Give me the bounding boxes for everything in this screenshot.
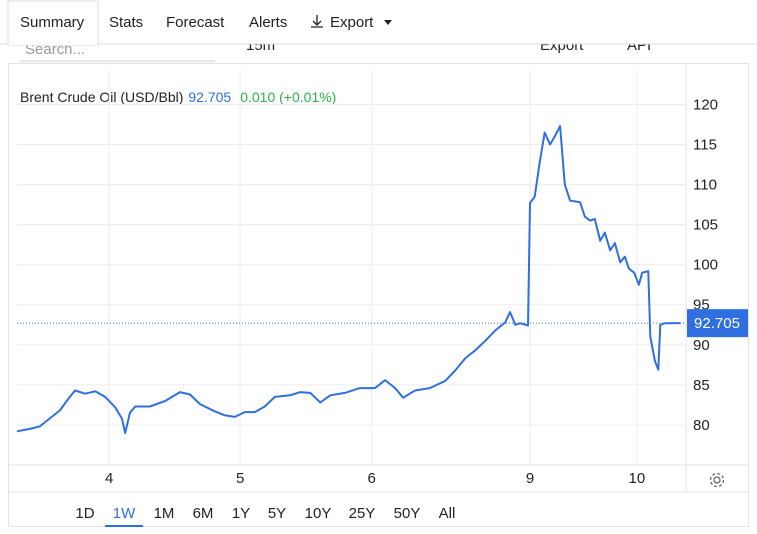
export-caret: [384, 20, 392, 25]
range-button[interactable]: 1M: [154, 505, 175, 522]
export-icon: [311, 15, 323, 28]
tab[interactable]: Forecast: [166, 14, 225, 31]
tab[interactable]: Summary: [20, 14, 85, 31]
chart-frame: [8, 63, 749, 527]
chart-title: Brent Crude Oil (USD/Bbl): [20, 89, 183, 105]
y-tick-label: 85: [693, 377, 710, 394]
tabs: Summary Stats Forecast Alerts Export: [20, 14, 374, 31]
tab[interactable]: Export: [330, 14, 374, 31]
y-tick-label: 80: [693, 417, 710, 434]
range-button[interactable]: 1Y: [232, 505, 250, 522]
last-value-tag-label: 92.705: [694, 315, 740, 332]
settings-icon[interactable]: [709, 472, 725, 488]
range-button[interactable]: 5Y: [268, 505, 286, 522]
active-tab-box: [7, 0, 99, 46]
last-value: 92.705: [188, 89, 231, 105]
x-tick-label: 5: [236, 470, 244, 487]
y-tick-label: 100: [693, 257, 718, 274]
y-tick-label: 110: [693, 177, 717, 194]
range-button[interactable]: 1D: [75, 505, 94, 522]
range-button[interactable]: 1W: [113, 505, 136, 522]
x-tick-label: 9: [526, 470, 534, 487]
y-tick-label: 90: [693, 337, 710, 354]
x-tick-label: 10: [629, 470, 646, 487]
tab[interactable]: Stats: [109, 14, 143, 31]
range-button[interactable]: 6M: [193, 505, 214, 522]
tab-bar: [0, 0, 757, 44]
y-tick-label: 105: [693, 217, 718, 234]
range-button[interactable]: 25Y: [349, 505, 376, 522]
change: 0.010 (+0.01%): [240, 89, 336, 105]
x-tick-label: 4: [105, 470, 113, 487]
x-tick-label: 6: [368, 470, 376, 487]
y-tick-label: 120: [693, 96, 718, 113]
tab[interactable]: Alerts: [249, 14, 287, 31]
last-value-tag: [687, 309, 748, 338]
chart-header: Brent Crude Oil (USD/Bbl) 92.705 0.010 (+0…: [20, 89, 336, 105]
range-button[interactable]: 10Y: [305, 505, 332, 522]
range-button[interactable]: All: [439, 505, 456, 522]
price-line: [16, 125, 681, 434]
y-tick-label: 115: [693, 136, 717, 153]
range-button[interactable]: 50Y: [394, 505, 421, 522]
